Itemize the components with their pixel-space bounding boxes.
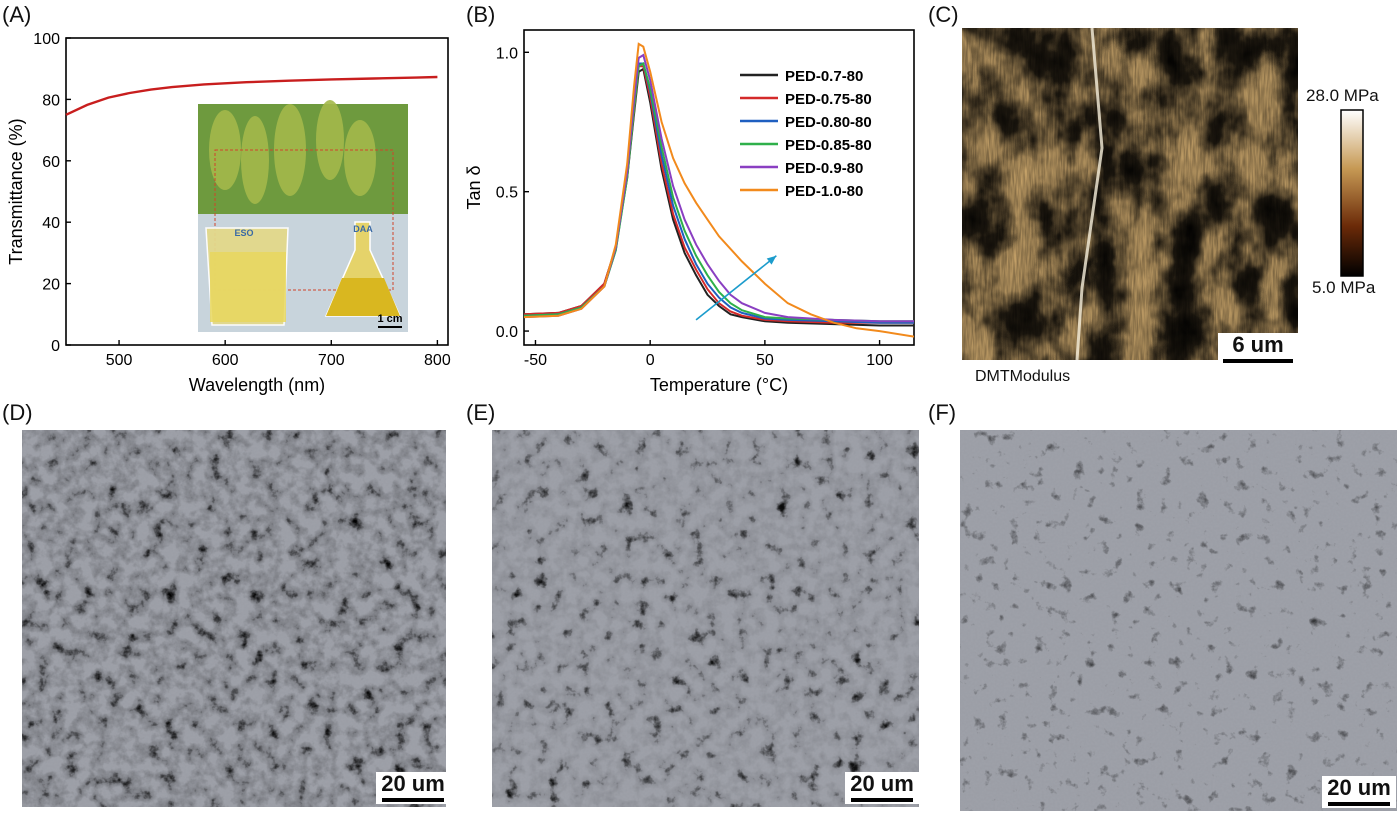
y-tick-label: 0.0: [496, 324, 518, 341]
sem-f-scalebar-line: [1328, 802, 1390, 806]
panel-label-c: (C): [928, 2, 959, 27]
sem-d-scalebar-line: [382, 798, 444, 802]
eso-liquid: [210, 252, 286, 322]
sem-d-scalebar-label: 20 um: [381, 771, 445, 796]
x-tick-label: 0: [646, 352, 655, 369]
colorbar-max-label: 28.0 MPa: [1306, 86, 1379, 105]
y-tick-label: 100: [33, 31, 60, 48]
colorbar-min-label: 5.0 MPa: [1312, 278, 1376, 297]
x-tick-label: 800: [424, 352, 451, 369]
soybean-pod: [344, 120, 376, 196]
y-tick-label: 0: [51, 338, 60, 355]
daa-liquid: [326, 278, 400, 316]
sem-image-f: [960, 430, 1397, 811]
x-axis-label: Wavelength (nm): [189, 375, 325, 395]
x-tick-label: 50: [756, 352, 774, 369]
afm-colorbar: [1340, 109, 1364, 277]
y-tick-label: 80: [42, 92, 60, 109]
chart-a: 500 600 700 800 0 20 40 60 80 100 Wavelength (nm) T…: [6, 31, 451, 395]
trend-arrow-shaft: [695, 255, 777, 321]
chart-b: -50 0 50 100 0.0 0.5 1.0 Temperature (°C) Tan δ P…: [464, 29, 915, 395]
x-tick-label: 100: [866, 352, 893, 369]
afm-caption: DMTModulus: [975, 368, 1071, 385]
y-tick-label: 60: [42, 154, 60, 171]
y-tick-label: 20: [42, 277, 60, 294]
x-tick-label: 500: [106, 352, 133, 369]
panel-label-e: (E): [466, 400, 496, 425]
sem-e-scalebar: 20 um: [845, 772, 919, 804]
plot-frame: [523, 29, 915, 346]
panel-label-d: (D): [2, 400, 33, 425]
x-tick-label: -50: [524, 352, 547, 369]
panel-label-b: (B): [466, 2, 496, 27]
inset-scale-label: 1 cm: [377, 313, 402, 325]
panel-label-a: (A): [2, 2, 32, 27]
panel-label-f: (F): [928, 400, 957, 425]
sem-e-scalebar-label: 20 um: [850, 771, 914, 796]
inset-dashed-frame: [214, 149, 394, 291]
sem-image-d: [22, 430, 446, 807]
trend-arrow-head: [766, 255, 777, 265]
x-tick-label: 700: [318, 352, 345, 369]
y-axis-label: Tan δ: [464, 165, 484, 209]
afm-modulus-map: [962, 28, 1298, 360]
x-axis-label: Temperature (°C): [650, 375, 788, 395]
inset-photo: ESO DAA 1 cm: [198, 100, 408, 332]
afm-scalebar-label: 6 um: [1232, 332, 1284, 357]
y-tick-label: 40: [42, 215, 60, 232]
legend-label: PED-0.80-80: [785, 114, 872, 131]
daa-label: DAA: [353, 224, 373, 234]
sem-e-scalebar-line: [851, 798, 913, 802]
legend-label: PED-0.85-80: [785, 137, 872, 154]
y-axis-label: Transmittance (%): [6, 118, 26, 264]
legend-label: PED-0.75-80: [785, 91, 872, 108]
plot-frame: [65, 37, 449, 346]
sem-image-e: [492, 430, 919, 807]
afm-scalebar: 6 um: [1218, 333, 1298, 365]
soybean-pod: [316, 100, 344, 180]
soybean-pod: [241, 116, 269, 204]
y-tick-label: 0.5: [496, 185, 518, 202]
legend-label: PED-0.9-80: [785, 160, 863, 177]
eso-label: ESO: [234, 228, 253, 238]
sem-d-scalebar: 20 um: [376, 772, 450, 804]
transmittance-line: [65, 75, 438, 116]
tan-delta-line-ped-1-0-80: [524, 42, 914, 338]
legend-label: PED-1.0-80: [785, 183, 863, 200]
sem-f-scalebar: 20 um: [1322, 776, 1396, 808]
legend-label: PED-0.7-80: [785, 68, 863, 85]
sem-f-scalebar-label: 20 um: [1327, 775, 1391, 800]
x-tick-label: 600: [212, 352, 239, 369]
afm-scalebar-line: [1223, 359, 1293, 363]
y-tick-label: 1.0: [496, 45, 518, 62]
